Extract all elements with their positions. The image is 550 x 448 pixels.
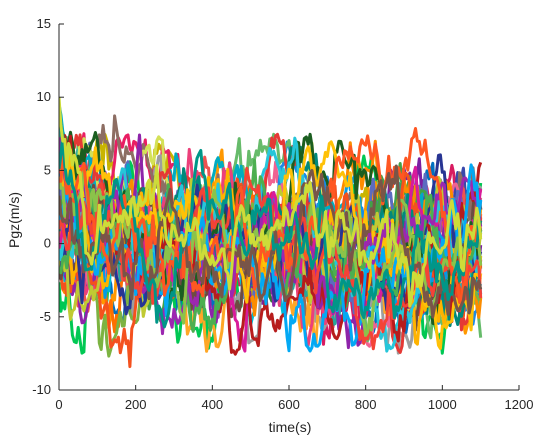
x-tick-label: 1200 bbox=[505, 397, 534, 412]
x-tick-label: 400 bbox=[201, 397, 223, 412]
series-line bbox=[59, 133, 483, 329]
y-tick-label: 0 bbox=[44, 236, 51, 251]
y-tick-label: -5 bbox=[39, 309, 51, 324]
y-tick-label: 15 bbox=[37, 16, 51, 31]
y-tick-label: 5 bbox=[44, 162, 51, 177]
tick-labels: 0 200 400 600 800 1000 1200 -10 -5 0 5 10 15 bbox=[32, 16, 533, 412]
y-tick-label: -10 bbox=[32, 382, 51, 397]
x-tick-label: 600 bbox=[278, 397, 300, 412]
y-axis-label: Pgz(m/s) bbox=[6, 192, 22, 248]
x-tick-label: 0 bbox=[55, 397, 62, 412]
x-tick-label: 1000 bbox=[428, 397, 457, 412]
series-layer bbox=[59, 96, 483, 369]
axes bbox=[58, 23, 520, 391]
x-tick-label: 800 bbox=[355, 397, 377, 412]
x-axis-label: time(s) bbox=[269, 419, 312, 435]
y-tick-label: 10 bbox=[37, 89, 51, 104]
x-tick-label: 200 bbox=[125, 397, 147, 412]
series-line bbox=[59, 96, 483, 308]
